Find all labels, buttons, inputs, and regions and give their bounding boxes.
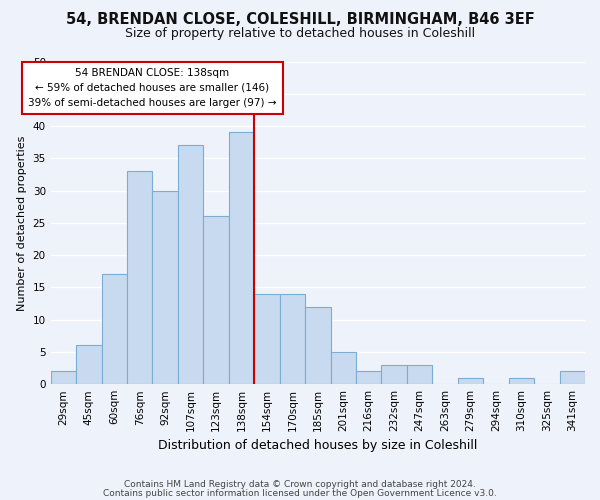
Text: Contains HM Land Registry data © Crown copyright and database right 2024.: Contains HM Land Registry data © Crown c… (124, 480, 476, 489)
Bar (407, 365, 433, 384)
Bar (382, 365, 407, 384)
Bar (178, 146, 203, 384)
Text: Size of property relative to detached houses in Coleshill: Size of property relative to detached ho… (125, 28, 475, 40)
Bar (76, 346, 101, 384)
X-axis label: Distribution of detached houses by size in Coleshill: Distribution of detached houses by size … (158, 440, 478, 452)
Bar (50, 372, 76, 384)
Text: Contains public sector information licensed under the Open Government Licence v3: Contains public sector information licen… (103, 490, 497, 498)
Bar (127, 171, 152, 384)
Bar (101, 274, 127, 384)
Bar (229, 132, 254, 384)
Text: 54, BRENDAN CLOSE, COLESHILL, BIRMINGHAM, B46 3EF: 54, BRENDAN CLOSE, COLESHILL, BIRMINGHAM… (65, 12, 535, 28)
Text: 54 BRENDAN CLOSE: 138sqm
← 59% of detached houses are smaller (146)
39% of semi-: 54 BRENDAN CLOSE: 138sqm ← 59% of detach… (28, 68, 277, 108)
Bar (560, 372, 585, 384)
Bar (356, 372, 382, 384)
Y-axis label: Number of detached properties: Number of detached properties (17, 135, 27, 310)
Bar (331, 352, 356, 384)
Bar (458, 378, 483, 384)
Bar (280, 294, 305, 384)
Bar (254, 294, 280, 384)
Bar (509, 378, 534, 384)
Bar (305, 306, 331, 384)
Bar (152, 190, 178, 384)
Bar (203, 216, 229, 384)
